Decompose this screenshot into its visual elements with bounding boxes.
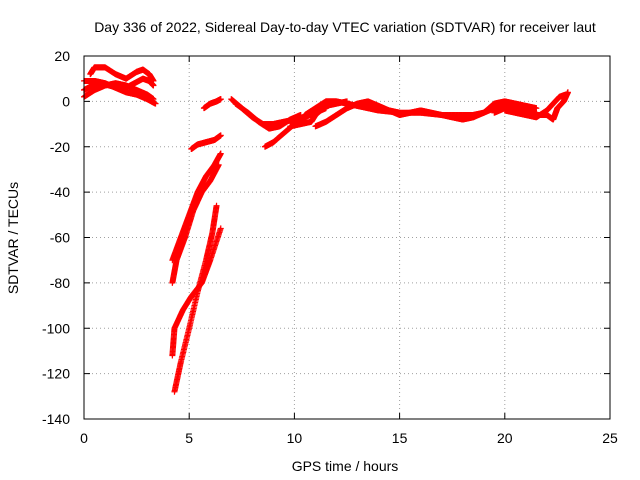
y-tick-label: -120 — [42, 366, 70, 382]
data-point-series-6 — [217, 225, 224, 232]
data-point-series-3 — [150, 77, 157, 84]
data-point-series-17 — [533, 105, 540, 112]
x-tick-label: 0 — [80, 430, 88, 446]
x-tick-label: 15 — [392, 430, 408, 446]
data-point-series-8 — [217, 132, 224, 139]
y-axis-label: SDTVAR / TECUs — [5, 182, 21, 294]
data-point-series-19 — [562, 91, 569, 98]
y-tick-label: -100 — [42, 320, 70, 336]
x-tick-label: 5 — [185, 430, 193, 446]
x-tick-label: 10 — [287, 430, 303, 446]
data-point-series-4 — [217, 150, 224, 157]
y-tick-label: -60 — [50, 230, 70, 246]
data-point-series-9 — [217, 96, 224, 103]
y-tick-label: -20 — [50, 139, 70, 155]
data-points — [81, 64, 571, 395]
y-tick-label: -140 — [42, 411, 70, 427]
data-point-series-5 — [215, 161, 222, 168]
y-tick-label: 20 — [54, 48, 70, 64]
data-point-series-7 — [213, 202, 220, 209]
y-tick-label: -80 — [50, 275, 70, 291]
x-axis-label: GPS time / hours — [292, 458, 399, 474]
y-tick-label: -40 — [50, 184, 70, 200]
plot-frame — [83, 55, 611, 420]
y-tick-label: 0 — [62, 93, 70, 109]
data-point-series-1 — [152, 100, 159, 107]
chart-title: Day 336 of 2022, Sidereal Day-to-day VTE… — [94, 19, 596, 35]
ticks: 0 5 10 15 20 25 -140 -120 -100 -80 -60 -40 -20 0 20 — [42, 48, 618, 446]
x-tick-label: 25 — [602, 430, 618, 446]
x-tick-label: 20 — [497, 430, 513, 446]
